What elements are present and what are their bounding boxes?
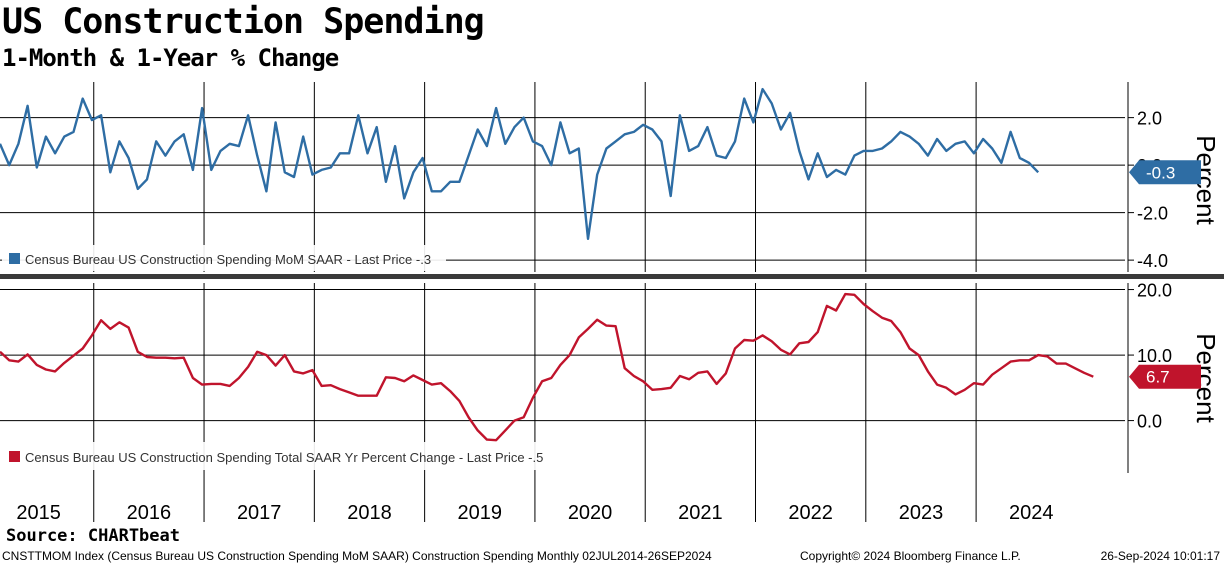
mom-legend-swatch [9, 253, 20, 264]
yoy-tick-label: 0.0 [1137, 412, 1162, 432]
mom-legend-label: Census Bureau US Construction Spending M… [25, 252, 431, 267]
yoy-tick-label: 10.0 [1137, 346, 1172, 366]
yoy-panel: 20.010.00.0 Percent 6.7 Census Bureau US… [0, 281, 1221, 473]
yoy-tick-label: 20.0 [1137, 281, 1172, 301]
yoy-legend: Census Bureau US Construction Spending T… [2, 442, 564, 470]
footer-index-info: CNSTTMOM Index (Census Bureau US Constru… [2, 549, 712, 563]
source-note: Source: CHARTbeat [6, 526, 180, 546]
mom-last-price-tag: -0.3 [1129, 160, 1201, 185]
x-tick-label: 2019 [458, 502, 503, 524]
yoy-y-ticks: 20.0 10.0 0.0 [1128, 281, 1172, 432]
page-title: US Construction Spending [2, 2, 485, 42]
yoy-grid [0, 283, 1129, 473]
mom-series-line [0, 87, 1040, 241]
x-tick-label: 2022 [788, 502, 833, 524]
x-axis-labels: 2015 2016 2017 2018 2019 2020 2021 2022 2023 2024 [16, 473, 1054, 524]
footer-timestamp: 26-Sep-2024 10:01:17 [1100, 549, 1220, 563]
yoy-last-price-tag: 6.7 [1129, 364, 1201, 389]
x-tick-label: 2016 [127, 502, 172, 524]
mom-legend: Census Bureau US Construction Spending M… [2, 245, 446, 271]
mom-y-ticks: 2.00.0-2.0-4.0 [1128, 109, 1168, 271]
panel-separator [0, 274, 1224, 279]
yoy-legend-label: Census Bureau US Construction Spending T… [25, 450, 543, 465]
mom-last-price-value: -0.3 [1146, 163, 1175, 182]
page-subtitle: 1-Month & 1-Year % Change [2, 44, 339, 72]
yoy-legend-swatch [9, 451, 20, 462]
x-tick-label: 2018 [347, 502, 392, 524]
footer-copyright: Copyright© 2024 Bloomberg Finance L.P. [800, 549, 1021, 563]
yoy-series-line [0, 292, 1094, 442]
x-tick-label: 2021 [678, 502, 723, 524]
x-tick-label: 2024 [1009, 502, 1054, 524]
x-tick-label: 2017 [237, 502, 282, 524]
yoy-last-price-marker [1129, 364, 1201, 389]
mom-last-price-marker [1129, 160, 1201, 185]
mom-tick-label: 2.0 [1137, 109, 1162, 129]
mom-panel: 2.00.0-2.0-4.0 Percent -0.3 Census Burea… [0, 82, 1221, 272]
x-tick-label: 2020 [568, 502, 613, 524]
x-tick-label: 2015 [16, 502, 61, 524]
mom-grid [0, 82, 1129, 272]
yoy-last-price-value: 6.7 [1146, 368, 1170, 387]
x-tick-label: 2023 [899, 502, 944, 524]
mom-tick-label: -4.0 [1137, 251, 1168, 271]
mom-tick-label: -2.0 [1137, 204, 1168, 224]
